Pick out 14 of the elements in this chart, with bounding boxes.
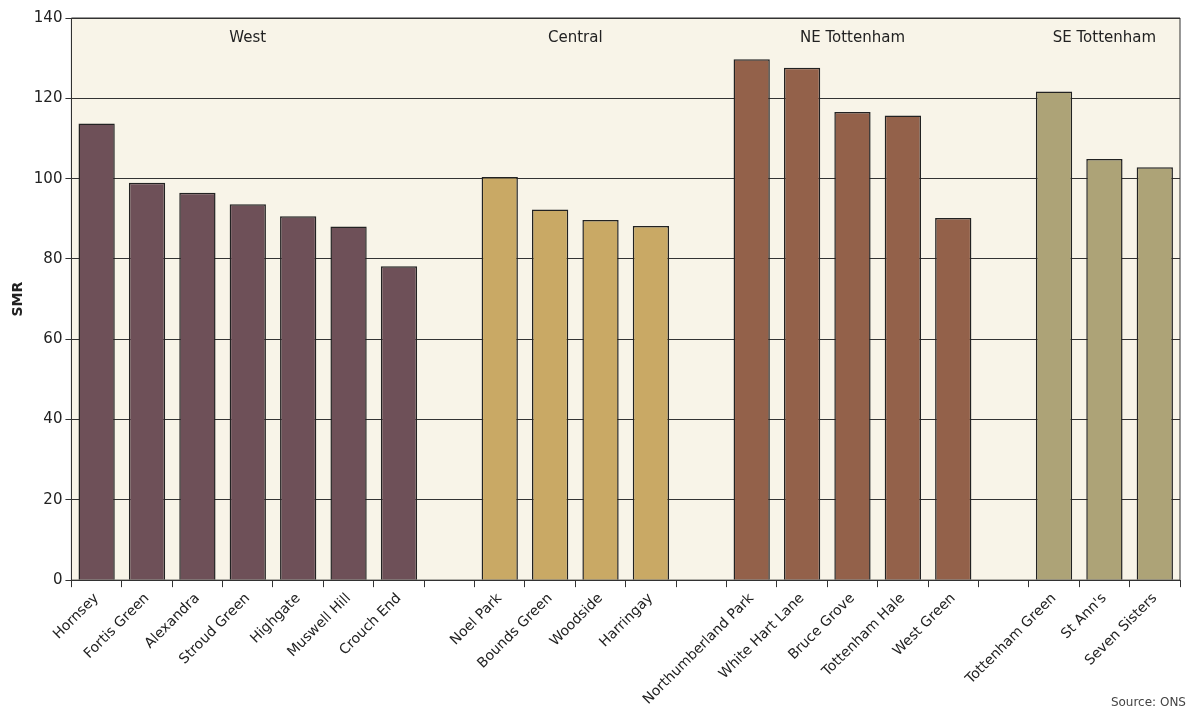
y-tick-label: 120 [33, 88, 63, 107]
y-tick-label: 0 [52, 570, 63, 589]
y-tick-label: 100 [33, 168, 63, 187]
annotation: West [229, 27, 267, 46]
y-tick-label: 140 [33, 7, 63, 26]
annotation: Central [548, 27, 603, 46]
y-tick-label: 20 [43, 489, 63, 508]
y-tick-label: 80 [43, 248, 63, 267]
annotation: SE Tottenham [1052, 27, 1157, 46]
annotation: NE Tottenham [799, 27, 906, 46]
y-tick-label: 40 [43, 409, 63, 428]
y-axis-title: SMR [9, 281, 26, 317]
source-note: Source: ONS [1110, 695, 1186, 710]
y-tick-label: 60 [43, 329, 63, 348]
